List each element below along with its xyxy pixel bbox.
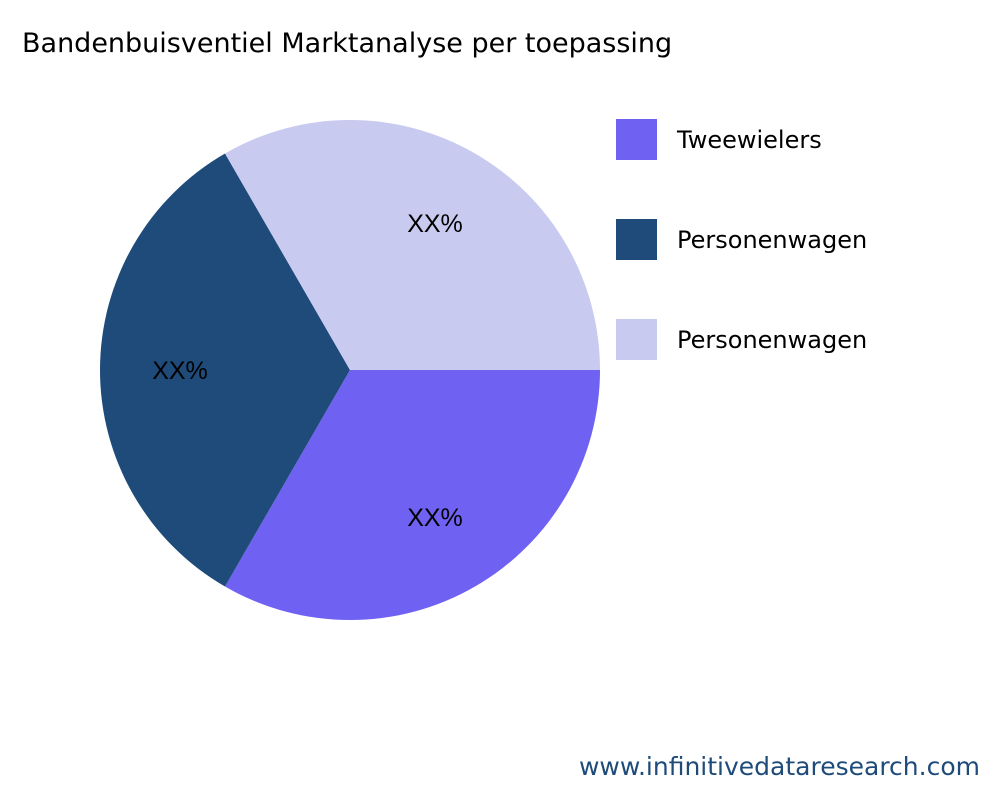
legend-item[interactable]: Personenwagen — [616, 319, 867, 360]
legend-swatch — [616, 319, 657, 360]
legend-label: Personenwagen — [677, 225, 868, 254]
slice-label: XX% — [152, 357, 208, 385]
chart-title: Bandenbuisventiel Marktanalyse per toepa… — [22, 28, 673, 59]
pie-slice[interactable] — [225, 119, 600, 370]
legend-swatch — [616, 119, 657, 160]
legend-label: Tweewielers — [677, 125, 822, 154]
legend-swatch — [616, 219, 657, 260]
legend-item[interactable]: Tweewielers — [616, 119, 822, 160]
slice-label: XX% — [407, 210, 463, 238]
slice-label: XX% — [407, 504, 463, 532]
legend-label: Personenwagen — [677, 325, 868, 354]
legend-item[interactable]: Personenwagen — [616, 219, 867, 260]
watermark-url: www.infinitivedataresearch.com — [578, 752, 980, 781]
pie-slice[interactable] — [225, 370, 600, 620]
